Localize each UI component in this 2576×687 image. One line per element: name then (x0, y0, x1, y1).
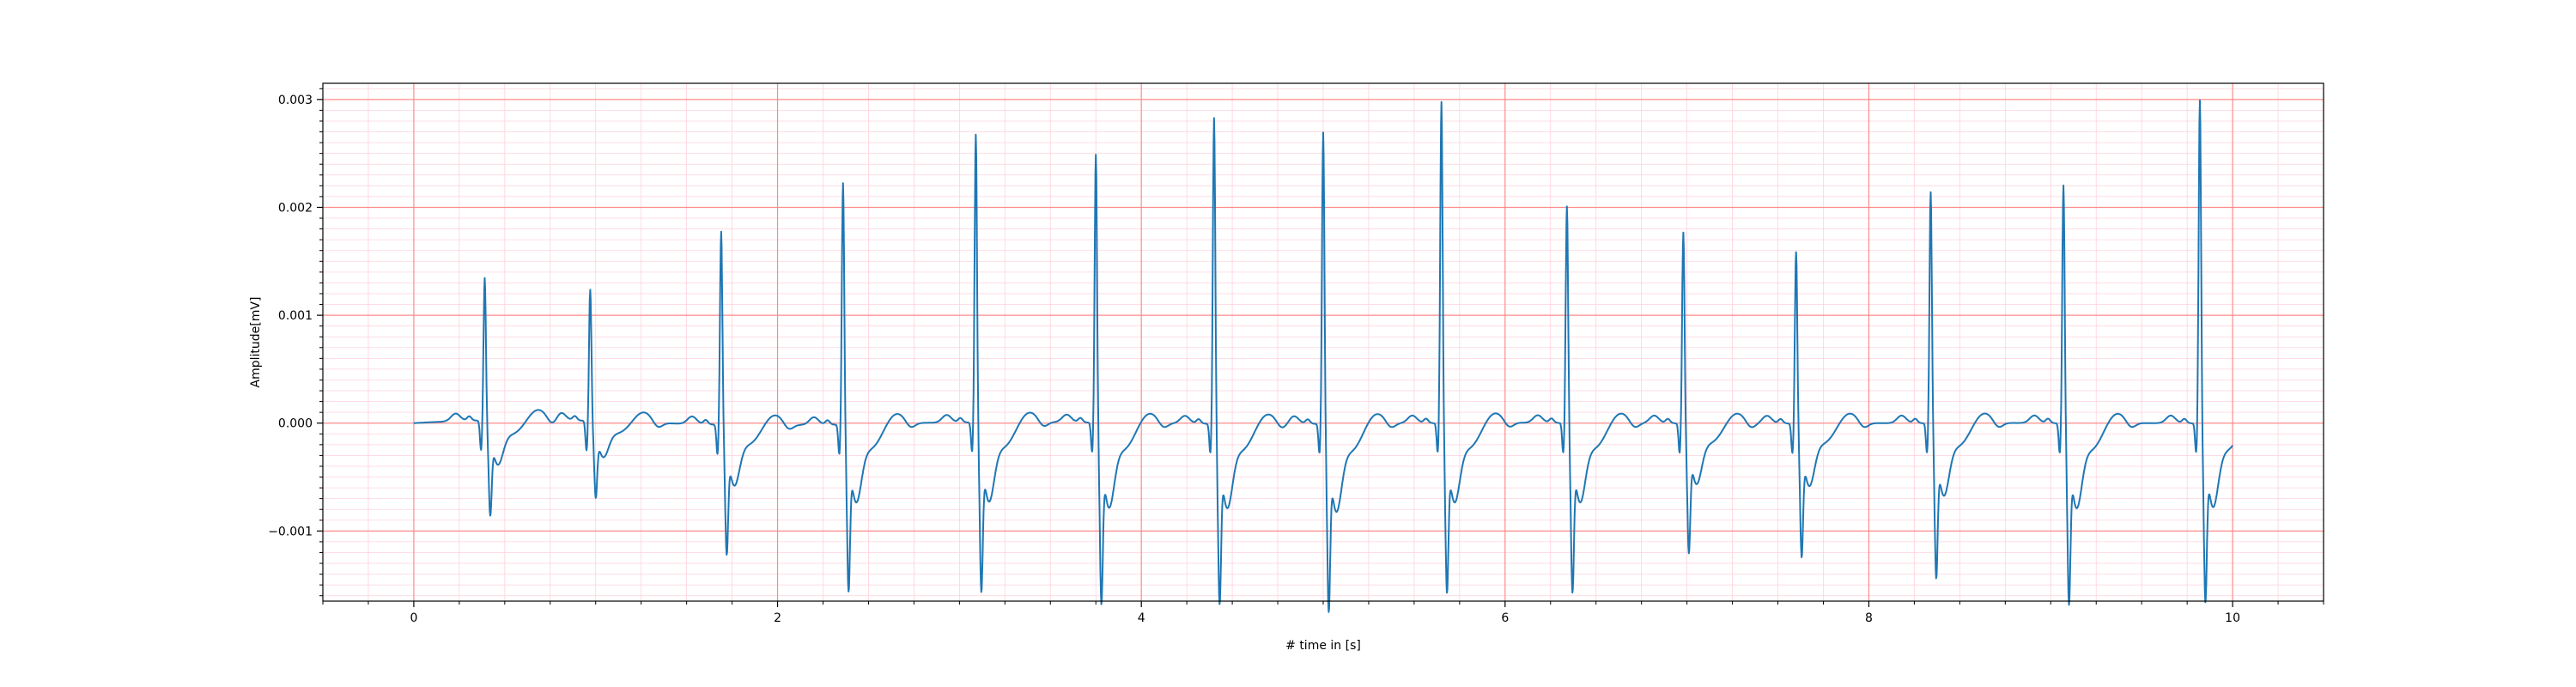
x-tick-label: 2 (774, 611, 781, 625)
y-tick-label: 0.003 (278, 94, 313, 107)
y-tick-label: 0.002 (278, 201, 313, 215)
x-axis-ticks: 0 2 4 6 8 10 (322, 601, 2324, 625)
y-tick-label: −0.001 (268, 525, 313, 538)
y-tick-label: 0.000 (278, 417, 313, 431)
x-tick-label: 8 (1865, 611, 1873, 625)
major-grid (323, 83, 2324, 601)
x-axis-label: # time in [s] (1285, 639, 1361, 653)
y-tick-label: 0.001 (278, 309, 313, 323)
x-tick-label: 10 (2225, 611, 2240, 625)
x-tick-label: 0 (410, 611, 417, 625)
x-tick-label: 6 (1501, 611, 1509, 625)
y-axis-label: Amplitude[mV] (249, 297, 263, 388)
x-tick-label: 4 (1138, 611, 1145, 625)
y-axis-ticks: −0.001 0.000 0.001 0.002 0.003 (268, 88, 323, 597)
ecg-signal-line (413, 99, 2233, 613)
